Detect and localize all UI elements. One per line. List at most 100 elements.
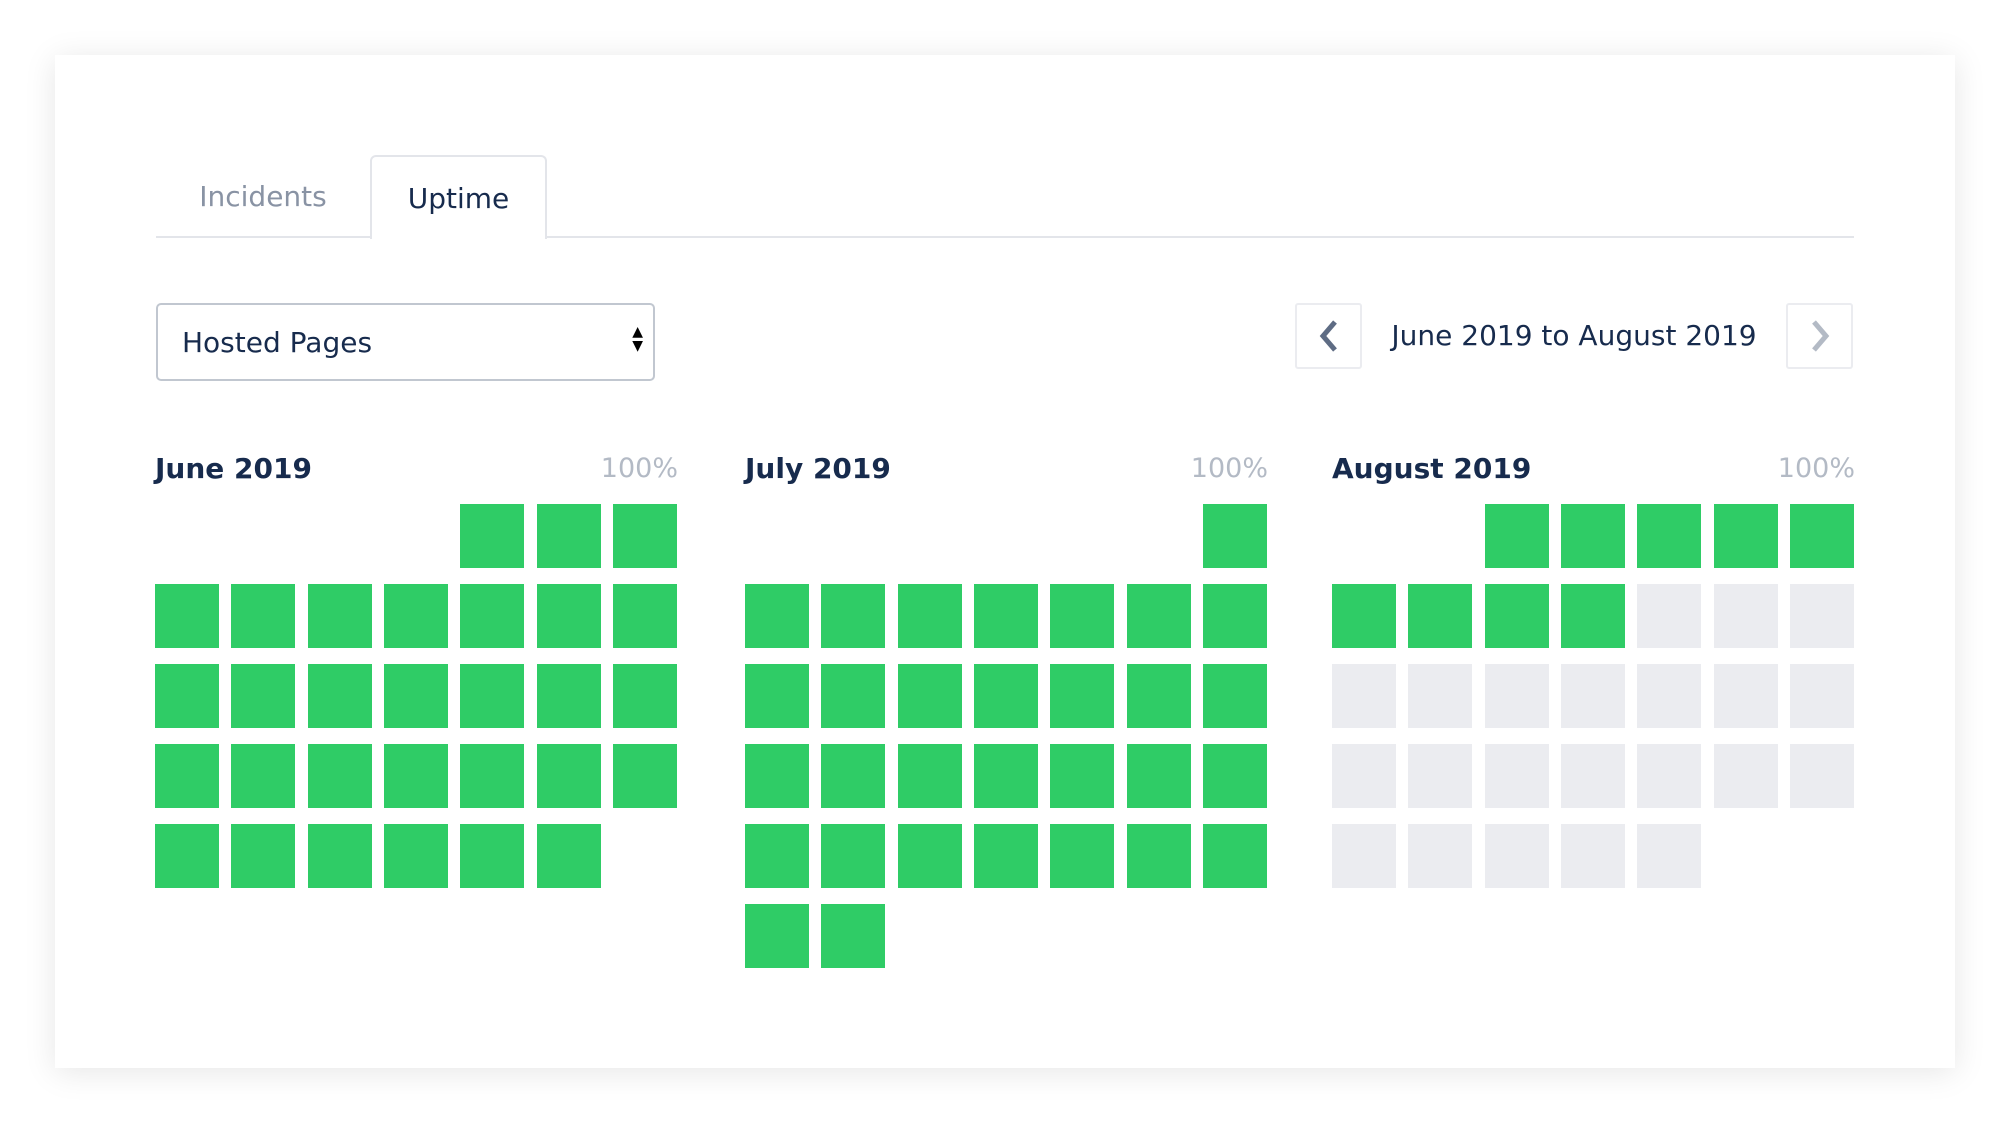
next-range-button[interactable]	[1786, 303, 1853, 369]
day-square[interactable]	[1560, 584, 1625, 648]
day-square[interactable]	[612, 504, 677, 568]
day-square[interactable]	[1713, 664, 1778, 728]
day-square[interactable]	[1789, 584, 1854, 648]
day-square[interactable]	[1484, 664, 1549, 728]
day-square[interactable]	[1484, 824, 1549, 888]
day-square[interactable]	[1332, 744, 1396, 808]
day-square[interactable]	[821, 664, 886, 728]
day-square[interactable]	[821, 904, 886, 968]
day-square[interactable]	[973, 584, 1038, 648]
day-square[interactable]	[536, 824, 601, 888]
day-square[interactable]	[821, 824, 886, 888]
day-square[interactable]	[1202, 824, 1267, 888]
day-square[interactable]	[1126, 664, 1191, 728]
day-square[interactable]	[1126, 584, 1191, 648]
day-square[interactable]	[1789, 504, 1854, 568]
day-square[interactable]	[1408, 664, 1473, 728]
day-square[interactable]	[1484, 504, 1549, 568]
day-square[interactable]	[383, 584, 448, 648]
day-square[interactable]	[536, 664, 601, 728]
day-square[interactable]	[1637, 744, 1702, 808]
day-square[interactable]	[973, 744, 1038, 808]
day-square[interactable]	[973, 824, 1038, 888]
day-square[interactable]	[1050, 744, 1115, 808]
day-square[interactable]	[1332, 824, 1396, 888]
day-square[interactable]	[1050, 824, 1115, 888]
day-square[interactable]	[1560, 504, 1625, 568]
day-square[interactable]	[460, 584, 525, 648]
day-square[interactable]	[383, 824, 448, 888]
day-square[interactable]	[821, 744, 886, 808]
day-square[interactable]	[460, 664, 525, 728]
day-square[interactable]	[1560, 744, 1625, 808]
day-square[interactable]	[1637, 584, 1702, 648]
day-square[interactable]	[821, 584, 886, 648]
day-square[interactable]	[536, 744, 601, 808]
day-square[interactable]	[1484, 584, 1549, 648]
day-square[interactable]	[231, 824, 296, 888]
previous-range-button[interactable]	[1295, 303, 1362, 369]
day-square[interactable]	[155, 744, 219, 808]
day-square[interactable]	[1050, 664, 1115, 728]
day-square[interactable]	[307, 824, 372, 888]
day-square[interactable]	[383, 664, 448, 728]
day-square[interactable]	[307, 664, 372, 728]
day-square[interactable]	[1408, 584, 1473, 648]
day-square[interactable]	[1408, 744, 1473, 808]
day-square[interactable]	[1789, 744, 1854, 808]
day-square[interactable]	[897, 824, 962, 888]
day-square[interactable]	[1713, 584, 1778, 648]
day-square[interactable]	[155, 664, 219, 728]
day-square[interactable]	[745, 584, 809, 648]
day-square[interactable]	[231, 744, 296, 808]
day-square[interactable]	[1637, 664, 1702, 728]
day-square[interactable]	[612, 664, 677, 728]
day-square[interactable]	[1713, 744, 1778, 808]
day-square[interactable]	[460, 504, 525, 568]
day-square[interactable]	[1202, 504, 1267, 568]
day-square[interactable]	[897, 584, 962, 648]
day-square[interactable]	[536, 504, 601, 568]
day-square[interactable]	[1332, 664, 1396, 728]
month-uptime: 100%	[600, 452, 678, 484]
day-square[interactable]	[1332, 584, 1396, 648]
day-square[interactable]	[897, 664, 962, 728]
day-square[interactable]	[1126, 744, 1191, 808]
day-square[interactable]	[1713, 504, 1778, 568]
day-square[interactable]	[1560, 824, 1625, 888]
tab-incidents[interactable]: Incidents	[199, 180, 327, 213]
day-square[interactable]	[973, 664, 1038, 728]
day-square[interactable]	[1202, 664, 1267, 728]
day-square[interactable]	[1050, 584, 1115, 648]
month-calendar: June 2019 100%	[155, 448, 678, 888]
day-square[interactable]	[307, 744, 372, 808]
day-square[interactable]	[1202, 584, 1267, 648]
day-square[interactable]	[231, 584, 296, 648]
day-square[interactable]	[155, 824, 219, 888]
day-square[interactable]	[231, 664, 296, 728]
month-calendar: July 2019 100%	[745, 448, 1268, 968]
day-square[interactable]	[745, 744, 809, 808]
day-square[interactable]	[897, 744, 962, 808]
day-square[interactable]	[745, 904, 809, 968]
day-square[interactable]	[383, 744, 448, 808]
day-square[interactable]	[612, 584, 677, 648]
day-square[interactable]	[1560, 664, 1625, 728]
day-square[interactable]	[1484, 744, 1549, 808]
day-square[interactable]	[1789, 664, 1854, 728]
day-square[interactable]	[1126, 824, 1191, 888]
day-square[interactable]	[612, 744, 677, 808]
day-square[interactable]	[1408, 824, 1473, 888]
day-square[interactable]	[745, 664, 809, 728]
day-square[interactable]	[1637, 504, 1702, 568]
day-square[interactable]	[1202, 744, 1267, 808]
day-square[interactable]	[536, 584, 601, 648]
day-square[interactable]	[460, 824, 525, 888]
day-square[interactable]	[155, 584, 219, 648]
component-select[interactable]: Hosted Pages ▲ ▼	[156, 303, 655, 381]
day-square[interactable]	[460, 744, 525, 808]
day-square[interactable]	[745, 824, 809, 888]
day-square[interactable]	[1637, 824, 1702, 888]
tab-uptime[interactable]: Uptime	[370, 155, 547, 239]
day-square[interactable]	[307, 584, 372, 648]
